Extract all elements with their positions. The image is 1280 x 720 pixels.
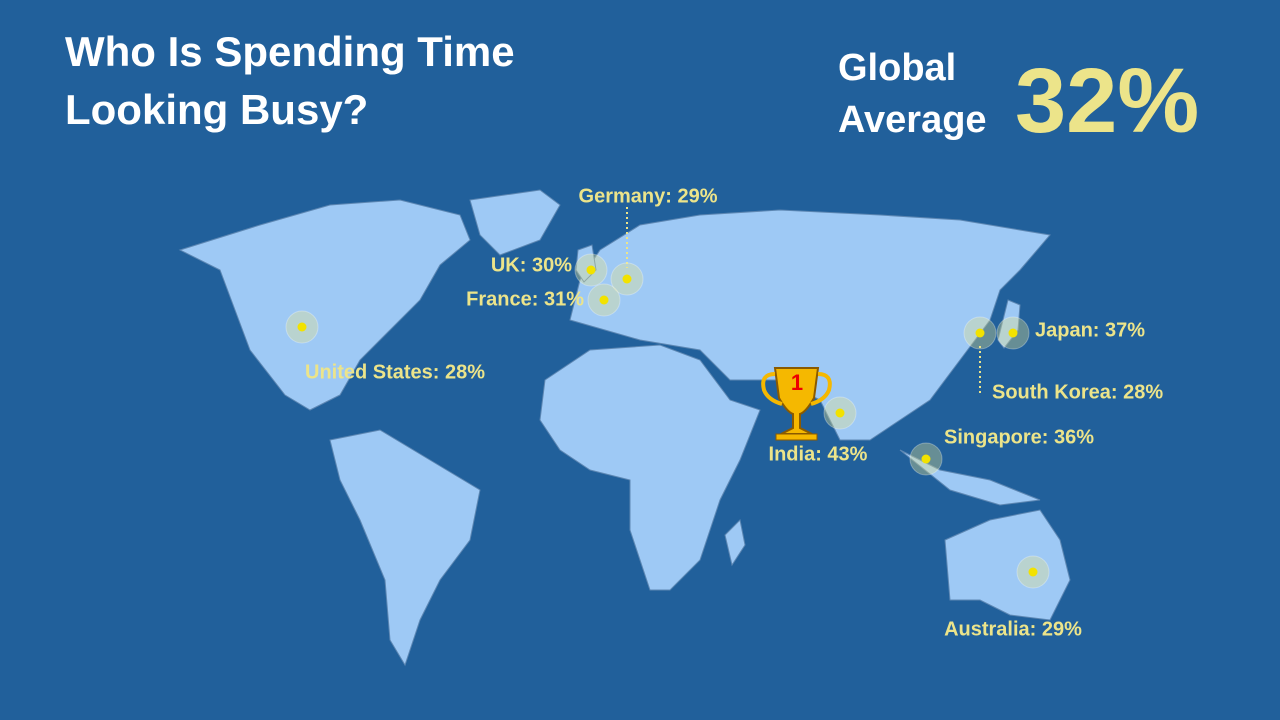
marker-label: South Korea: 28% <box>992 381 1163 403</box>
marker-dot <box>599 295 609 305</box>
marker-label: United States: 28% <box>305 361 485 383</box>
marker-dot <box>1028 567 1038 577</box>
marker-label: Singapore: 36% <box>944 426 1094 448</box>
marker-label: India: 43% <box>769 443 868 465</box>
average-label: Global <box>838 47 956 89</box>
rank-badge: 1 <box>791 370 803 395</box>
average-value: 32% <box>1015 50 1199 152</box>
marker-dot <box>586 265 596 275</box>
marker-label: UK: 30% <box>491 254 572 276</box>
title-line: Who Is Spending Time <box>65 28 515 75</box>
marker-dot <box>297 322 307 332</box>
marker-label: France: 31% <box>466 288 584 310</box>
world-map <box>178 189 1071 667</box>
marker-label: Germany: 29% <box>579 185 718 207</box>
marker-dot <box>835 408 845 418</box>
marker-label: Japan: 37% <box>1035 319 1145 341</box>
title-line: Looking Busy? <box>65 86 368 133</box>
marker-dot <box>975 328 985 338</box>
marker-dot <box>622 274 632 284</box>
marker-dot <box>921 454 931 464</box>
marker-dot <box>1008 328 1018 338</box>
average-label: Average <box>838 99 987 141</box>
trophy: 1 <box>761 367 832 441</box>
marker-label: Australia: 29% <box>944 618 1082 640</box>
markers: United States: 28% UK: 30% Germany: 29% Fra… <box>285 185 1163 640</box>
